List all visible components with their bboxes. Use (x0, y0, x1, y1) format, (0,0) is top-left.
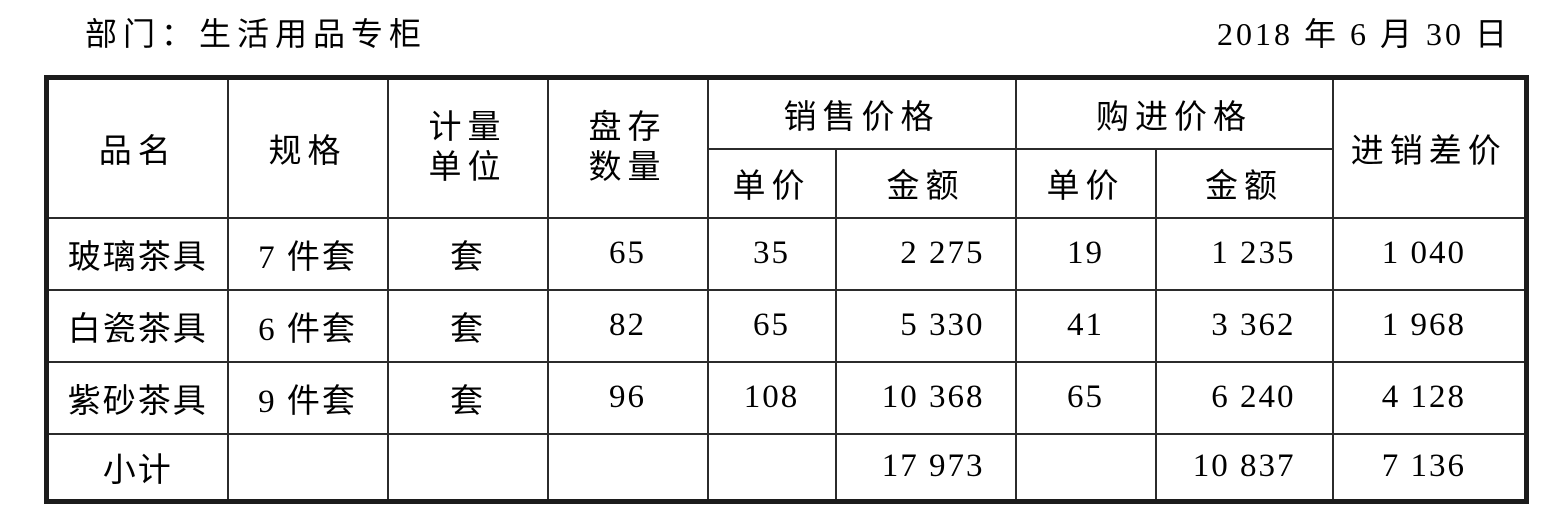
cell-purchase-unit-price: 19 (1014, 216, 1157, 291)
empty-cell (1014, 432, 1157, 503)
cell-subtotal-diff: 7 136 (1331, 432, 1528, 503)
department-label: 部门：生活用品专柜 (85, 16, 428, 52)
cell-unit: 套 (386, 216, 549, 291)
cell-unit: 套 (386, 288, 549, 363)
table-row-clay-tea-set: 紫砂茶具 9 件套 套 96 108 10 368 65 6 240 4 128 (45, 360, 1528, 435)
cell-subtotal-label: 小计 (45, 432, 229, 503)
empty-cell (226, 432, 389, 503)
empty-cell (386, 432, 549, 503)
inventory-table: 品名 规格 计量单位 盘存数量 销售价格 购进价格 进销差价 单价 金额 单价 … (44, 75, 1529, 504)
col-header-purchase-amount: 金额 (1154, 147, 1334, 219)
cell-purchase-unit-price: 65 (1014, 360, 1157, 435)
col-header-unit: 计量 单位 (386, 76, 549, 219)
cell-sale-amount: 2 275 (834, 216, 1017, 291)
cell-diff: 1 968 (1331, 288, 1528, 363)
col-header-product: 品名 (45, 76, 229, 219)
cell-purchase-amount: 6 240 (1154, 360, 1334, 435)
date-label: 2018 年 6 月 30 日 (1216, 16, 1510, 52)
header-row-top: 品名 规格 计量单位 盘存数量 销售价格 购进价格 进销差价 (45, 76, 1528, 219)
col-header-unit-line1: 计量 (428, 110, 507, 146)
cell-purchase-amount: 3 362 (1154, 288, 1334, 363)
cell-sale-amount: 5 330 (834, 288, 1017, 363)
empty-cell (546, 432, 709, 503)
cell-diff: 1 040 (1331, 216, 1528, 291)
subtotal-row: 小计 17 973 10 837 7 136 (45, 432, 1528, 503)
cell-product-name: 紫砂茶具 (45, 360, 229, 435)
col-header-sale-amount: 金额 (834, 147, 1017, 219)
cell-spec: 6 件套 (226, 288, 389, 363)
cell-diff: 4 128 (1331, 360, 1528, 435)
col-header-unit-line2: 单位 (428, 150, 507, 187)
col-header-spec: 规格 (226, 76, 389, 219)
cell-qty: 82 (546, 288, 709, 363)
table-row-porcelain-tea-set: 白瓷茶具 6 件套 套 82 65 5 330 41 3 362 1 968 (45, 288, 1528, 363)
col-header-qty: 盘存 数量 (546, 76, 709, 219)
col-header-sale-group: 销售价格 (706, 76, 1017, 150)
cell-qty: 65 (546, 216, 709, 291)
titlebar: 部门：生活用品专柜 2018 年 6 月 30 日 (85, 12, 1510, 56)
cell-spec: 9 件套 (226, 360, 389, 435)
cell-sale-unit-price: 108 (706, 360, 837, 435)
cell-subtotal-sale-amount: 17 973 (834, 432, 1017, 503)
cell-subtotal-purchase-amount: 10 837 (1154, 432, 1334, 503)
col-header-sale-unit-price: 单价 (706, 147, 837, 219)
col-header-diff: 进销差价 (1331, 76, 1528, 219)
cell-product-name: 白瓷茶具 (45, 288, 229, 363)
cell-purchase-amount: 1 235 (1154, 216, 1334, 291)
cell-sale-unit-price: 35 (706, 216, 837, 291)
cell-product-name: 玻璃茶具 (45, 216, 229, 291)
cell-sale-amount: 10 368 (834, 360, 1017, 435)
col-header-purchase-unit-price: 单价 (1014, 147, 1157, 219)
table-row-glass-tea-set: 玻璃茶具 7 件套 套 65 35 2 275 19 1 235 1 040 (45, 216, 1528, 291)
col-header-purchase-group: 购进价格 (1014, 76, 1334, 150)
cell-sale-unit-price: 65 (706, 288, 837, 363)
cell-unit: 套 (386, 360, 549, 435)
col-header-qty-line1: 盘存 (588, 110, 667, 146)
cell-spec: 7 件套 (226, 216, 389, 291)
empty-cell (706, 432, 837, 503)
header-row-sub: 单价 金额 单价 金额 (47, 147, 1527, 219)
col-header-qty-line2: 数量 (588, 150, 667, 187)
cell-purchase-unit-price: 41 (1014, 288, 1157, 363)
cell-qty: 96 (546, 360, 709, 435)
